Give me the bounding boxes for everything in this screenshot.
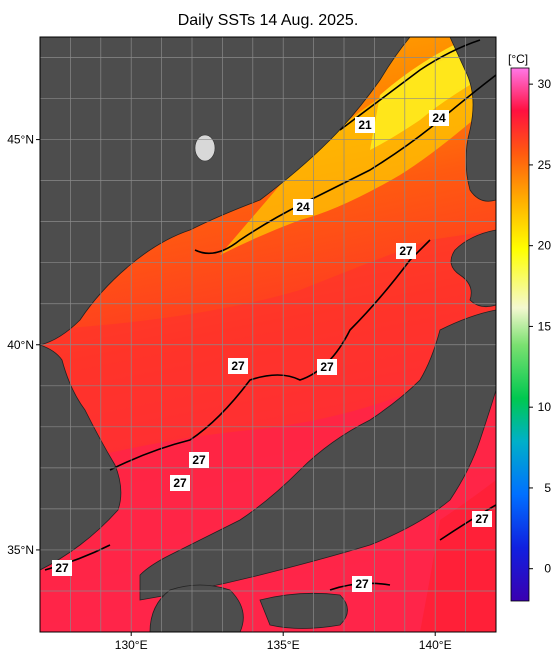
map-title: Daily SSTs 14 Aug. 2025. (177, 12, 359, 29)
svg-text:27: 27 (173, 476, 187, 490)
lat-tick-label: 35°N (7, 543, 34, 557)
isotherm-27-sw (44, 544, 111, 571)
colorbar-tick-label: 10 (538, 400, 552, 414)
svg-text:27: 27 (231, 359, 245, 373)
svg-text:27: 27 (475, 512, 489, 526)
colorbar-tick-label: 0 (544, 562, 551, 576)
isotherm-label: 21 (355, 117, 375, 133)
svg-text:24: 24 (432, 111, 446, 125)
isotherm-labels: 21 24 24 27 27 27 27 27 27 27 27 (52, 110, 492, 592)
svg-text:27: 27 (399, 244, 413, 258)
svg-text:21: 21 (358, 118, 372, 132)
isotherm-label: 27 (352, 576, 372, 592)
colorbar-tick-label: 15 (538, 319, 552, 333)
lon-axis: 130°E 135°E 140°E (115, 632, 452, 652)
shikoku (259, 592, 348, 629)
isotherm-label: 27 (472, 511, 492, 527)
graticule (40, 37, 496, 632)
isotherm-label: 27 (170, 475, 190, 491)
colorbar-ticks: 30 25 20 15 10 5 0 (529, 77, 551, 576)
isotherm-label: 24 (429, 110, 449, 126)
svg-text:27: 27 (192, 453, 206, 467)
colorbar-unit: [°C] (508, 52, 528, 66)
isotherm-label: 27 (396, 243, 416, 259)
honshu (139, 309, 496, 601)
svg-text:27: 27 (320, 360, 334, 374)
isotherm-27-se (439, 504, 496, 541)
lat-tick-label: 45°N (7, 133, 34, 147)
isotherm-label: 27 (52, 560, 72, 576)
lon-tick-label: 135°E (267, 638, 300, 652)
isotherm-label: 27 (317, 359, 337, 375)
kyushu (149, 584, 244, 632)
isotherm-27 (109, 239, 431, 471)
hokkaido (450, 229, 496, 308)
svg-text:27: 27 (355, 577, 369, 591)
colorbar (510, 67, 530, 602)
colorbar-tick-label: 25 (538, 158, 552, 172)
colorbar-tick-label: 20 (538, 239, 552, 253)
island (194, 134, 216, 162)
isotherm-label: 27 (228, 358, 248, 374)
lat-axis: 45°N 40°N 35°N (7, 133, 40, 557)
lon-tick-label: 130°E (115, 638, 148, 652)
isotherm-21 (339, 39, 481, 131)
svg-text:24: 24 (296, 200, 310, 214)
lon-tick-label: 140°E (419, 638, 452, 652)
isotherm-label: 27 (189, 452, 209, 468)
colorbar-tick-label: 30 (538, 77, 552, 91)
lat-tick-label: 40°N (7, 338, 34, 352)
isotherm-label: 24 (293, 199, 313, 215)
map-frame (39, 36, 497, 633)
colorbar-tick-label: 5 (544, 481, 551, 495)
svg-text:27: 27 (55, 561, 69, 575)
